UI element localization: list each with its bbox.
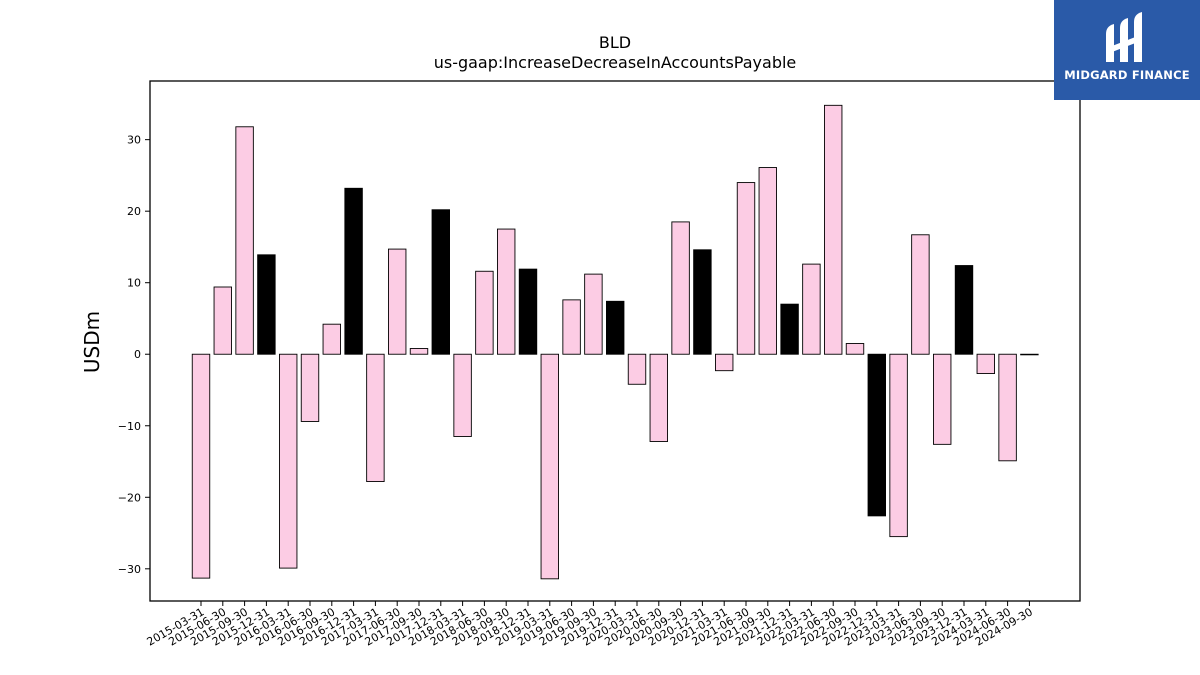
bar-2017-09-30 bbox=[409, 348, 429, 355]
logo-mark-icon bbox=[1106, 12, 1142, 62]
bar-2019-09-30 bbox=[584, 273, 603, 355]
midgard-finance-logo: MIDGARD FINANCE bbox=[1054, 0, 1200, 100]
bar-2015-03-31 bbox=[191, 353, 211, 579]
bar-2023-06-30 bbox=[911, 234, 930, 355]
y-tick-label: 20 bbox=[127, 205, 141, 218]
y-tick-label: −20 bbox=[118, 491, 141, 504]
bar-2016-09-30 bbox=[322, 323, 341, 355]
y-tick-label: −30 bbox=[118, 563, 141, 576]
bar-2019-03-31 bbox=[540, 353, 559, 580]
bar-2015-06-30 bbox=[213, 286, 233, 355]
chart-subtitle: us-gaap:IncreaseDecreaseInAccountsPayabl… bbox=[433, 53, 797, 72]
bar-2016-03-31 bbox=[279, 353, 298, 569]
plot-frame bbox=[149, 80, 1081, 602]
bar-2019-12-31 bbox=[606, 300, 625, 355]
bar-2021-09-30 bbox=[758, 167, 777, 355]
bar-2021-03-31 bbox=[715, 353, 734, 372]
bar-2024-09-30 bbox=[1020, 353, 1039, 356]
y-axis: −30 −20 −10 0 10 20 30 bbox=[118, 134, 150, 576]
x-axis: 2015-03-312015-06-302015-09-302015-12-31… bbox=[145, 601, 1035, 649]
bar-2022-09-30 bbox=[845, 343, 865, 355]
bar-2020-03-31 bbox=[627, 353, 647, 385]
bar-2023-09-30 bbox=[933, 353, 952, 445]
bar-2024-06-30 bbox=[998, 353, 1017, 462]
bar-2016-06-30 bbox=[300, 353, 320, 422]
bar-2017-03-31 bbox=[366, 353, 385, 483]
y-tick-label: 0 bbox=[134, 348, 141, 361]
y-tick-label: 30 bbox=[127, 134, 141, 147]
bar-2024-03-31 bbox=[976, 353, 995, 374]
bar-2015-12-31 bbox=[257, 254, 276, 355]
chart-title: BLD bbox=[598, 33, 632, 52]
bar-2021-06-30 bbox=[736, 182, 756, 355]
y-tick-label: −10 bbox=[118, 420, 141, 433]
y-tick-label: 10 bbox=[127, 277, 141, 290]
bar-2018-09-30 bbox=[497, 228, 516, 355]
bar-2020-06-30 bbox=[649, 353, 668, 442]
bar-2018-12-31 bbox=[518, 268, 538, 355]
bar-2023-03-31 bbox=[889, 353, 908, 538]
bar-2019-06-30 bbox=[562, 299, 581, 355]
bar-2021-12-31 bbox=[780, 303, 799, 355]
bar-2018-03-31 bbox=[453, 353, 472, 437]
bar-2016-12-31 bbox=[344, 187, 363, 355]
bar-2017-06-30 bbox=[388, 248, 407, 355]
bar-2022-06-30 bbox=[824, 104, 843, 355]
bar-2020-12-31 bbox=[693, 249, 712, 355]
bar-2022-03-31 bbox=[802, 263, 821, 355]
bar-2018-06-30 bbox=[475, 270, 494, 355]
bars-group bbox=[191, 104, 1039, 580]
bar-2020-09-30 bbox=[671, 221, 690, 355]
logo-text: MIDGARD FINANCE bbox=[1064, 68, 1190, 82]
bar-2023-12-31 bbox=[954, 265, 974, 355]
bar-2022-12-31 bbox=[867, 353, 886, 517]
bar-2017-12-31 bbox=[431, 209, 450, 355]
y-axis-label: USDm bbox=[80, 310, 104, 374]
bar-2015-09-30 bbox=[235, 126, 254, 355]
